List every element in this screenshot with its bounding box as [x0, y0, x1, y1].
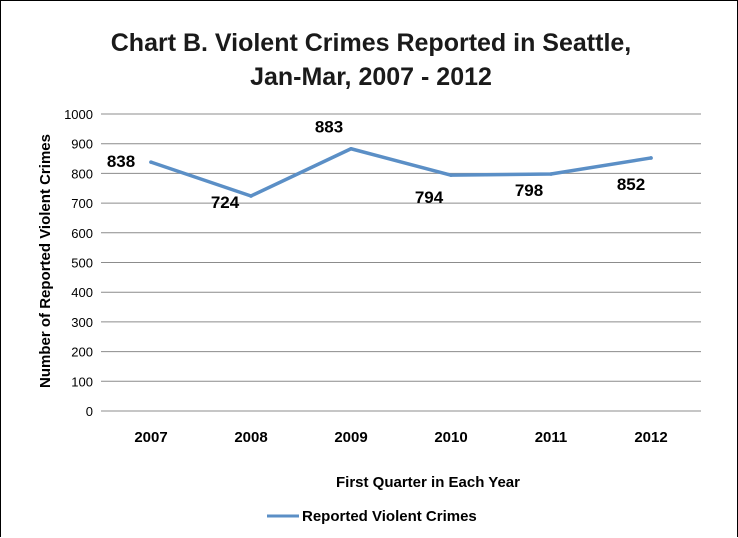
- data-label: 883: [315, 118, 343, 137]
- data-label: 794: [415, 188, 444, 207]
- gridlines: [101, 113, 701, 412]
- y-tick-label: 100: [71, 374, 93, 389]
- x-tick-label: 2008: [234, 429, 267, 446]
- x-axis-label: First Quarter in Each Year: [336, 474, 520, 491]
- series-line: [149, 146, 653, 198]
- chart-title-line-1: Chart B. Violent Crimes Reported in Seat…: [111, 29, 631, 57]
- data-label: 724: [211, 193, 240, 212]
- y-tick-label: 1000: [64, 107, 93, 122]
- y-axis-ticks: 0 100 200 300 400 500 600 700 800 900 1000: [64, 107, 93, 419]
- data-label: 798: [515, 181, 543, 200]
- x-tick-label: 2009: [334, 429, 367, 446]
- x-tick-label: 2012: [634, 429, 667, 446]
- y-tick-label: 300: [71, 315, 93, 330]
- x-axis-ticks: 2007 2008 2009 2010 2011 2012: [134, 429, 667, 446]
- data-point: [249, 194, 253, 198]
- x-tick-label: 2011: [535, 429, 568, 446]
- data-point: [149, 160, 153, 164]
- series-reported-violent-crimes: [149, 146, 653, 198]
- y-tick-label: 600: [71, 226, 93, 241]
- x-tick-label: 2007: [134, 429, 167, 446]
- y-tick-label: 400: [71, 285, 93, 300]
- legend: Reported Violent Crimes: [267, 508, 477, 525]
- data-label: 852: [617, 175, 645, 194]
- data-point: [449, 173, 453, 177]
- legend-label: Reported Violent Crimes: [302, 508, 477, 525]
- x-tick-label: 2010: [434, 429, 467, 446]
- y-tick-label: 700: [71, 196, 93, 211]
- y-tick-label: 500: [71, 256, 93, 271]
- y-axis-label: Number of Reported Violent Crimes: [37, 134, 54, 388]
- data-point: [349, 146, 353, 151]
- y-tick-label: 900: [71, 137, 93, 152]
- y-tick-label: 0: [86, 404, 93, 419]
- data-labels: 838 724 883 794 798 852: [107, 118, 645, 212]
- chart-title-line-2: Jan-Mar, 2007 - 2012: [250, 63, 492, 91]
- y-tick-label: 800: [71, 166, 93, 181]
- data-point: [649, 156, 653, 160]
- y-tick-label: 200: [71, 345, 93, 360]
- data-label: 838: [107, 152, 135, 171]
- data-point: [549, 172, 553, 176]
